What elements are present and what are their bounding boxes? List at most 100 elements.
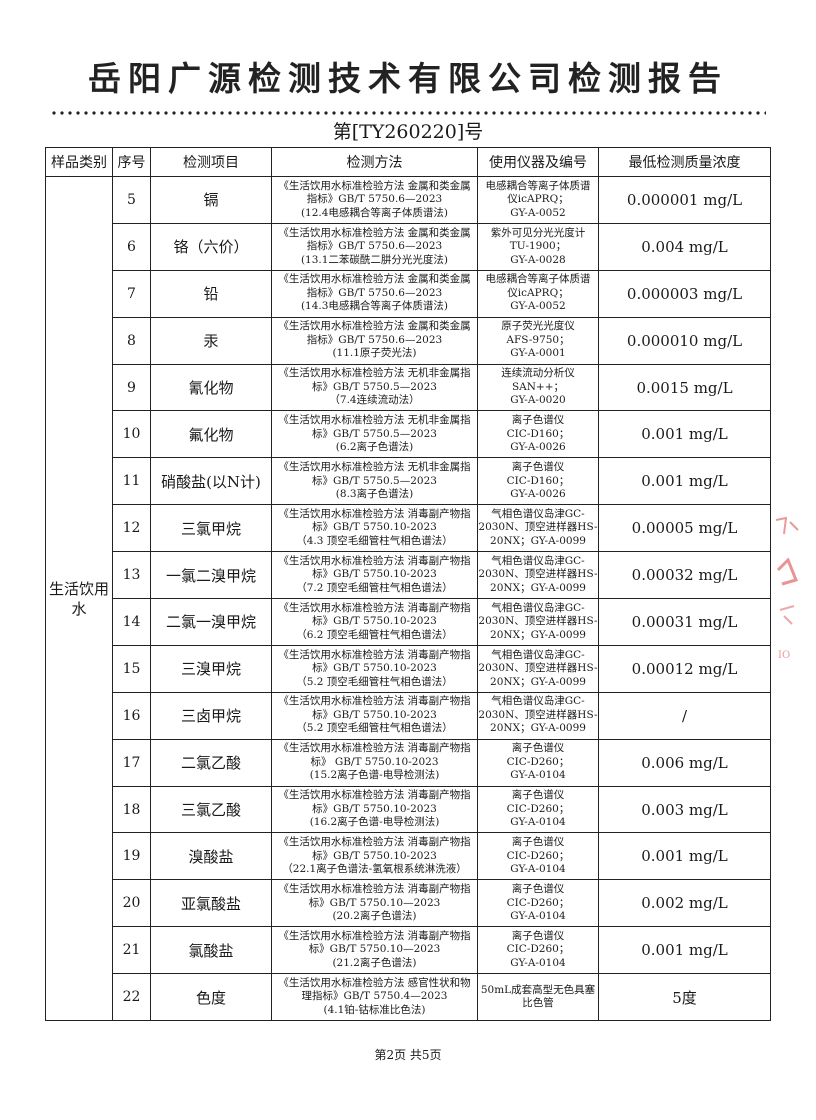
table-row: 16 三卤甲烷 《生活饮用水标准检验方法 消毒副产物指 标》GB/T 5750.10-… <box>46 691 771 740</box>
instrument: 气相色谱仪岛津GC- 2030N、顶空进样器HS- 20NX；GY-A-0099 <box>477 644 599 693</box>
instrument-line: CIC-D260； <box>506 943 570 956</box>
instrument-line: 2030N、顶空进样器HS- <box>478 662 598 675</box>
instrument-line: 20NX；GY-A-0099 <box>490 581 586 594</box>
test-method: 《生活饮用水标准检验方法 金属和类金属 指标》GB/T 5750.6—2023 (1… <box>271 316 478 365</box>
instrument-line: AFS-9750； <box>506 333 570 346</box>
instrument-line: 2030N、顶空进样器HS- <box>478 568 598 581</box>
row-number: 9 <box>112 363 151 412</box>
method-line: 标》GB/T 5750.10-2023 <box>312 849 437 862</box>
instrument-line: 比色管 <box>522 997 554 1010</box>
col-header-instrument: 使用仪器及编号 <box>477 147 599 177</box>
method-line: (12.4电感耦合等离子体质谱法) <box>300 206 449 219</box>
method-line: (6.2离子色谱法) <box>335 441 414 454</box>
page-footer: 第2页 共5页 <box>374 1048 442 1062</box>
table-row: 生活饮用水 5 镉《生活饮用水标准检验方法 金属和类金属 指标》GB/T 5750.6… <box>45 175 771 1022</box>
detection-limit: 0.001 mg/L <box>598 457 771 506</box>
row-number: 22 <box>112 973 151 1022</box>
instrument-line: CIC-D260； <box>506 755 570 768</box>
table-row: 11 硝酸盐(以N计) 《生活饮用水标准检验方法 无机非金属指 标》GB/T 5750… <box>46 457 771 506</box>
test-item: 亚氯酸盐 <box>150 879 272 928</box>
instrument-line: GY-A-0026 <box>510 441 566 454</box>
detection-limit: 0.001 mg/L <box>598 410 771 459</box>
instrument-line: GY-A-0028 <box>510 253 566 266</box>
test-method: 《生活饮用水标准检验方法 消毒副产物指 标》GB/T 5750.10-2023 （5… <box>271 644 478 693</box>
method-line: （7.4连续流动法） <box>329 394 420 407</box>
test-method: 《生活饮用水标准检验方法 消毒副产物指 标》GB/T 5750.10-2023 （6… <box>271 598 478 646</box>
detection-limit: 0.0015 mg/L <box>598 363 771 412</box>
test-method: 《生活饮用水标准检验方法 消毒副产物指 标》GB/T 5750.10-2023 （7… <box>271 551 478 600</box>
method-line: 《生活饮用水标准检验方法 无机非金属指 <box>278 461 471 474</box>
test-method: 《生活饮用水标准检验方法 金属和类金属 指标》GB/T 5750.6—2023 (1… <box>271 222 478 271</box>
row-number: 6 <box>112 222 151 271</box>
method-line: 《生活饮用水标准检验方法 无机非金属指 <box>278 414 471 427</box>
detection-limit: 0.006 mg/L <box>598 738 771 787</box>
instrument-line: GY-A-0020 <box>510 394 566 407</box>
instrument-line: 离子色谱仪 <box>511 461 565 474</box>
instrument-line: 20NX；GY-A-0099 <box>490 628 586 641</box>
instrument-line: 原子荧光光度仪 <box>501 320 575 333</box>
instrument-line: 离子色谱仪 <box>511 883 565 896</box>
table-header-row: 样品类别 序号 检测项目 检测方法 使用仪器及编号 最低检测质量浓度 <box>45 147 771 177</box>
instrument: 原子荧光光度仪 AFS-9750； GY-A-0001 <box>477 316 599 365</box>
test-item: 三氯乙酸 <box>150 785 272 834</box>
table-row: 21 氯酸盐 《生活饮用水标准检验方法 消毒副产物指 标》GB/T 5750.10—2… <box>46 926 771 975</box>
method-line: （6.2 顶空毛细管柱气相色谱法） <box>296 628 453 641</box>
instrument-line: 离子色谱仪 <box>511 414 565 427</box>
detection-limit: 0.001 mg/L <box>598 926 771 975</box>
instrument-line: 仪icAPRQ； <box>507 286 569 299</box>
instrument-line: 20NX；GY-A-0099 <box>490 534 586 547</box>
row-number: 10 <box>112 410 151 459</box>
instrument: 气相色谱仪岛津GC- 2030N、顶空进样器HS- 20NX；GY-A-0099 <box>477 598 599 646</box>
method-line: 标》GB/T 5750.10-2023 <box>312 708 437 721</box>
instrument-line: 离子色谱仪 <box>511 836 565 849</box>
method-line: （4.3 顶空毛细管柱气相色谱法） <box>296 534 453 547</box>
test-item: 三氯甲烷 <box>150 504 272 553</box>
instrument-line: 电感耦合等离子体质谱 <box>485 273 591 286</box>
test-method: 《生活饮用水标准检验方法 消毒副产物指 标》GB/T 5750.10—2023 (2… <box>271 926 478 975</box>
method-line: 理指标》GB/T 5750.4—2023 <box>301 990 448 1003</box>
instrument: 离子色谱仪 CIC-D160； GY-A-0026 <box>477 457 599 506</box>
dotted-divider <box>50 110 766 116</box>
instrument-line: GY-A-0104 <box>510 769 566 782</box>
row-number: 8 <box>112 316 151 365</box>
table-row: 9 氰化物 《生活饮用水标准检验方法 无机非金属指 标》GB/T 5750.5—202… <box>46 363 771 412</box>
test-method: 《生活饮用水标准检验方法 金属和类金属 指标》GB/T 5750.6—2023 (1… <box>271 269 478 318</box>
instrument-line: 气相色谱仪岛津GC- <box>491 507 585 520</box>
instrument-line: 紫外可见分光光度计 <box>490 226 586 239</box>
instrument-line: 气相色谱仪岛津GC- <box>491 554 585 567</box>
row-number: 19 <box>112 832 151 881</box>
test-item: 一氯二溴甲烷 <box>150 551 272 600</box>
table-row: 10 氟化物 《生活饮用水标准检验方法 无机非金属指 标》GB/T 5750.5—20… <box>46 410 771 459</box>
method-line: 《生活饮用水标准检验方法 消毒副产物指 <box>278 836 471 849</box>
instrument-line: 2030N、顶空进样器HS- <box>478 521 598 534</box>
method-line: (14.3电感耦合等离子体质谱法) <box>300 300 449 313</box>
method-line: （5.2 顶空毛细管柱气相色谱法） <box>296 675 453 688</box>
instrument-line: 20NX；GY-A-0099 <box>490 675 586 688</box>
test-item: 三卤甲烷 <box>150 691 272 740</box>
instrument-line: 50mL成套高型无色具塞 <box>480 983 596 996</box>
detection-limit: 0.000010 mg/L <box>598 316 771 365</box>
detection-limit: 0.000001 mg/L <box>598 176 771 224</box>
method-line: 标》GB/T 5750.10—2023 <box>308 943 441 956</box>
method-line: 指标》GB/T 5750.6—2023 <box>306 240 443 253</box>
results-table: 样品类别 序号 检测项目 检测方法 使用仪器及编号 最低检测质量浓度 生活饮用水… <box>45 147 771 1022</box>
row-number: 18 <box>112 785 151 834</box>
instrument: 电感耦合等离子体质谱 仪icAPRQ； GY-A-0052 <box>477 176 599 224</box>
instrument: 气相色谱仪岛津GC- 2030N、顶空进样器HS- 20NX；GY-A-0099 <box>477 551 599 600</box>
method-line: (8.3离子色谱法) <box>335 488 414 501</box>
instrument-line: 气相色谱仪岛津GC- <box>491 601 585 614</box>
table-row: 8 汞《生活饮用水标准检验方法 金属和类金属 指标》GB/T 5750.6—2023… <box>46 316 771 365</box>
instrument: 离子色谱仪 CIC-D260； GY-A-0104 <box>477 926 599 975</box>
method-line: (4.1铂-钴标准比色法) <box>323 1003 426 1016</box>
test-method: 《生活饮用水标准检验方法 无机非金属指 标》GB/T 5750.5—2023 (6.… <box>271 410 478 459</box>
sample-category: 生活饮用水 <box>45 175 113 1022</box>
instrument: 50mL成套高型无色具塞 比色管 <box>477 973 599 1022</box>
detection-limit: 0.00012 mg/L <box>598 644 771 693</box>
instrument-line: TU-1900； <box>509 240 567 253</box>
test-method: 《生活饮用水标准检验方法 无机非金属指 标》GB/T 5750.5—2023 （7.… <box>271 363 478 412</box>
method-line: (11.1原子荧光法) <box>332 347 417 360</box>
instrument-line: CIC-D260； <box>506 896 570 909</box>
instrument-line: 离子色谱仪 <box>511 789 565 802</box>
test-item: 溴酸盐 <box>150 832 272 881</box>
table-row: 15 三溴甲烷 《生活饮用水标准检验方法 消毒副产物指 标》GB/T 5750.10-… <box>46 644 771 693</box>
